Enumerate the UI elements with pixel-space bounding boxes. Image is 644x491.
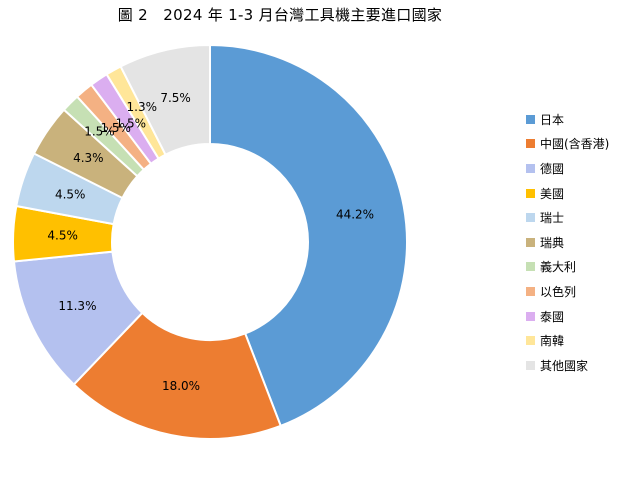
legend-item-2: 中國(含香港) [526, 132, 609, 157]
legend-swatch [526, 139, 535, 149]
legend-label: 瑞典 [540, 235, 565, 250]
legend-item-9: 泰國 [526, 304, 609, 329]
legend-swatch [526, 188, 535, 198]
legend-item-3: 德國 [526, 156, 609, 181]
data-label-4: 4.5% [47, 228, 78, 242]
data-label-5: 4.5% [55, 187, 86, 201]
data-label-7: 1.5% [84, 124, 115, 138]
data-label-9: 1.5% [116, 117, 147, 131]
legend-item-6: 瑞典 [526, 230, 609, 255]
donut-slice-2 [72, 311, 283, 440]
legend-label: 南韓 [540, 334, 565, 349]
legend-label: 其他國家 [540, 358, 589, 373]
donut-slice-1 [209, 43, 408, 428]
legend-item-1: 日本 [526, 107, 609, 132]
legend-label: 瑞士 [540, 211, 565, 226]
legend-swatch [526, 114, 535, 124]
data-label-11: 7.5% [160, 91, 191, 105]
legend-swatch [526, 286, 535, 296]
data-label-3: 11.3% [58, 299, 96, 313]
legend-item-7: 義大利 [526, 255, 609, 280]
legend-label: 義大利 [540, 260, 577, 275]
data-label-6: 4.3% [73, 151, 104, 165]
legend-item-10: 南韓 [526, 328, 609, 353]
legend-label: 中國(含香港) [540, 137, 610, 152]
data-label-8: 1.5% [100, 121, 131, 135]
legend-label: 日本 [540, 112, 565, 127]
legend-swatch [526, 262, 535, 272]
legend-item-11: 其他國家 [526, 353, 609, 378]
legend-swatch [526, 360, 535, 370]
donut-slice-11 [119, 43, 211, 157]
legend-swatch [526, 163, 535, 173]
chart-title: 圖 2 2024 年 1-3 月台灣工具機主要進口國家 [117, 6, 443, 24]
legend-item-5: 瑞士 [526, 205, 609, 230]
legend-item-4: 美國 [526, 181, 609, 206]
legend-swatch [526, 336, 535, 346]
data-label-1: 44.2% [336, 208, 374, 222]
legend-item-8: 以色列 [526, 279, 609, 304]
legend-label: 以色列 [540, 284, 577, 299]
legend-label: 德國 [540, 161, 565, 176]
legend-swatch [526, 311, 535, 321]
legend-swatch [526, 237, 535, 247]
legend-label: 美國 [540, 186, 565, 201]
legend: 日本中國(含香港) 德國美國瑞士瑞典義大利以色列泰國南韓其他國家 [526, 107, 609, 378]
data-label-10: 1.3% [127, 100, 158, 114]
data-label-2: 18.0% [162, 379, 200, 393]
legend-label: 泰國 [540, 309, 565, 324]
legend-swatch [526, 213, 535, 223]
